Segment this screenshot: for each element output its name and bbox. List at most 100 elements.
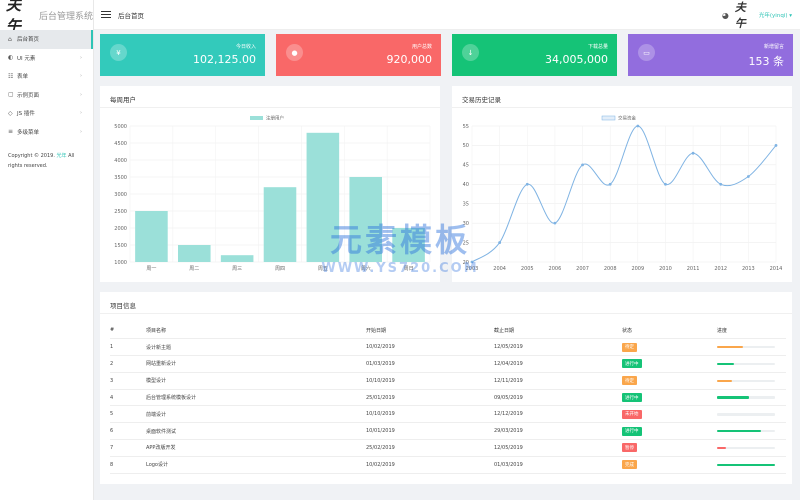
home-icon: ⌂ <box>8 36 17 43</box>
data-point <box>775 144 778 147</box>
sidebar-item-multilevel[interactable]: ≡ 多级菜单 › <box>0 123 93 142</box>
brand[interactable]: 夫午 后台管理系统 <box>0 0 93 30</box>
y-tick-label: 3000 <box>114 192 127 198</box>
row-number: 5 <box>110 406 146 423</box>
progress-fill <box>717 363 734 366</box>
progress-fill <box>717 346 743 349</box>
row-number: 8 <box>110 456 146 473</box>
bar <box>307 133 340 262</box>
weekly-users-panel: 每周用户 1000 1500 2000 2500 3000 3500 4000 4500 500… <box>100 86 440 282</box>
project-name: APP改版开发 <box>146 440 366 457</box>
start-date: 10/02/2019 <box>366 339 494 356</box>
transaction-history-panel: 交易历史记录 20 25 30 35 40 45 50 55 2003 2004 2005 2006 2… <box>452 86 792 282</box>
chevron-right-icon: › <box>80 92 82 98</box>
x-tick-label: 2006 <box>549 266 562 272</box>
user-dropdown[interactable]: 光年(yinqi) ▾ <box>759 11 792 19</box>
status-badge: 进行中 <box>622 393 642 402</box>
sidebar-item-label: JS 插件 <box>17 109 35 117</box>
bar <box>135 211 168 262</box>
x-tick-label: 2004 <box>493 266 506 272</box>
progress-bar <box>717 413 775 416</box>
stat-card-downloads: ↓ 下载总量 34,005,000 <box>452 34 617 76</box>
stat-value: 153 条 <box>749 53 785 69</box>
progress-cell <box>717 356 786 373</box>
sidebar-item-forms[interactable]: ☷ 表单 › <box>0 67 93 86</box>
y-tick-label: 4500 <box>114 141 127 147</box>
table-row: 8 Logo设计 10/02/2019 01/03/2019 完成 <box>110 456 786 473</box>
y-tick-label: 2000 <box>114 226 127 232</box>
x-tick-label: 2013 <box>742 266 755 272</box>
progress-bar <box>717 363 775 366</box>
yen-icon: ¥ <box>110 44 127 61</box>
start-date: 01/03/2019 <box>366 356 494 373</box>
progress-bar <box>717 346 775 349</box>
data-point <box>636 125 639 128</box>
data-point <box>471 261 474 264</box>
progress-fill <box>717 396 749 399</box>
project-name: 模型设计 <box>146 372 366 389</box>
hamburger-icon[interactable] <box>101 11 111 17</box>
y-tick-label: 25 <box>463 240 469 246</box>
data-point <box>526 183 529 186</box>
menu-icon: ≡ <box>8 128 17 135</box>
copyright: Copyright © 2019. 光年 All rights reserved… <box>0 141 93 171</box>
chevron-right-icon: › <box>80 55 82 61</box>
status-badge: 完成 <box>622 460 637 469</box>
column-header: 截止日期 <box>494 322 622 339</box>
y-tick-label: 1000 <box>114 260 127 266</box>
js-icon: ◇ <box>8 110 17 117</box>
sidebar-item-js[interactable]: ◇ JS 插件 › <box>0 104 93 123</box>
sidebar: 夫午 后台管理系统 ⌂ 后台首页 ◐ UI 元素 › ☷ 表单 › ▢ 示例页面… <box>0 0 94 500</box>
sidebar-item-examples[interactable]: ▢ 示例页面 › <box>0 86 93 105</box>
sidebar-item-label: UI 元素 <box>17 54 35 62</box>
x-tick-label: 周三 <box>232 266 242 272</box>
table-row: 6 桌面软件测试 10/01/2019 29/03/2019 进行中 <box>110 423 786 440</box>
stat-value: 102,125.00 <box>193 53 256 66</box>
theme-palette-icon[interactable]: ◕ <box>722 11 729 20</box>
copyright-prefix: Copyright © 2019. <box>8 153 55 159</box>
avatar[interactable]: 夫午 <box>735 6 753 24</box>
y-tick-label: 1500 <box>114 243 127 249</box>
bar <box>178 245 211 262</box>
progress-fill <box>717 380 732 383</box>
status-cell: 待定 <box>622 339 717 356</box>
y-tick-label: 40 <box>463 182 469 188</box>
progress-cell <box>717 389 786 406</box>
panel-title: 项目信息 <box>100 292 792 314</box>
status-cell: 完成 <box>622 456 717 473</box>
status-badge: 待定 <box>622 343 637 352</box>
sidebar-item-ui[interactable]: ◐ UI 元素 › <box>0 49 93 68</box>
x-tick-label: 周一 <box>146 266 156 272</box>
table-row: 5 前端设计 10/10/2019 12/12/2019 未开始 <box>110 406 786 423</box>
legend-swatch <box>250 116 263 120</box>
bar <box>349 177 382 262</box>
x-tick-label: 2010 <box>659 266 672 272</box>
status-cell: 待定 <box>622 372 717 389</box>
stat-card-users: ● 用户总数 920,000 <box>276 34 441 76</box>
column-header: 进度 <box>717 322 786 339</box>
x-tick-label: 周六 <box>361 265 371 272</box>
panel-title: 每周用户 <box>100 86 440 108</box>
progress-cell <box>717 423 786 440</box>
progress-cell <box>717 406 786 423</box>
start-date: 25/02/2019 <box>366 440 494 457</box>
x-tick-label: 周二 <box>189 266 199 272</box>
y-tick-label: 50 <box>463 143 469 149</box>
progress-bar <box>717 464 775 467</box>
sidebar-item-home[interactable]: ⌂ 后台首页 <box>0 30 93 49</box>
y-tick-label: 5000 <box>114 124 127 130</box>
copyright-link[interactable]: 光年 <box>57 153 67 159</box>
project-name: 后台管理系统模板设计 <box>146 389 366 406</box>
data-point <box>554 222 557 225</box>
sidebar-item-label: 表单 <box>17 72 28 80</box>
status-badge: 进行中 <box>622 359 642 368</box>
status-cell: 进行中 <box>622 423 717 440</box>
y-tick-label: 45 <box>463 163 469 169</box>
start-date: 10/10/2019 <box>366 372 494 389</box>
project-table: # 项目名称 开始日期 截止日期 状态 进度 1 设计新主题 10/02/2019 1… <box>110 322 786 474</box>
stat-label: 下载总量 <box>588 43 608 50</box>
y-tick-label: 35 <box>463 202 469 208</box>
x-tick-label: 2007 <box>576 266 589 272</box>
start-date: 10/02/2019 <box>366 456 494 473</box>
row-number: 7 <box>110 440 146 457</box>
